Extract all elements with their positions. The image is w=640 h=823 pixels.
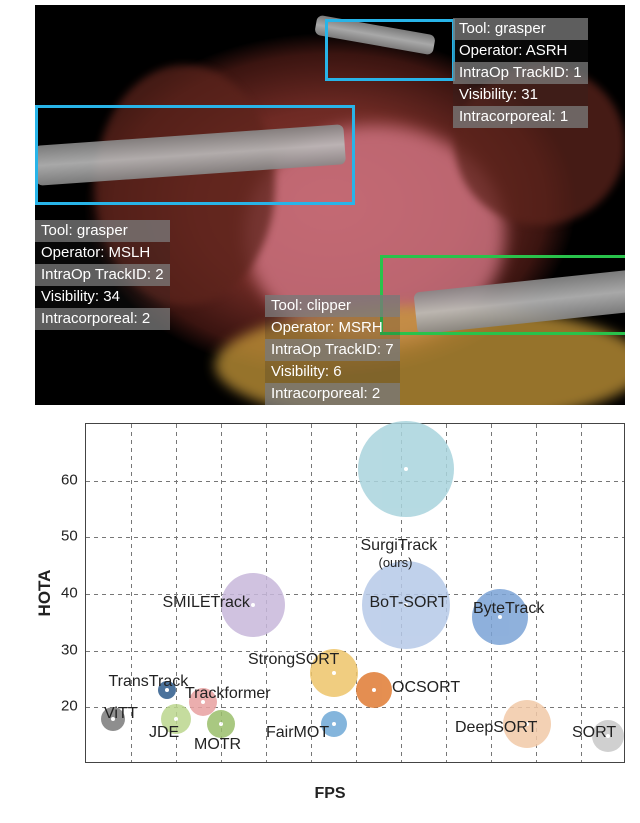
bubble-label: MOTR <box>194 736 241 754</box>
bubble-label: Trackformer <box>185 685 271 703</box>
plot-area: SurgiTrack(ours) BoT-SORT ByteTrack SMILETr… <box>85 423 625 763</box>
annotation-row: Intracorporeal: 1 <box>453 106 588 128</box>
annotation-row: Tool: grasper <box>35 220 170 242</box>
gridline <box>311 424 312 762</box>
bubble-label: DeepSORT <box>455 719 537 737</box>
annotation-row: IntraOp TrackID: 2 <box>35 264 170 286</box>
annotation-row: IntraOp TrackID: 1 <box>453 62 588 84</box>
gridline <box>86 481 624 482</box>
annotation-row: Visibility: 31 <box>453 84 588 106</box>
bubble-motr <box>207 710 235 738</box>
y-tick-label: 30 <box>61 641 78 658</box>
annotation-row: Tool: grasper <box>453 18 588 40</box>
bubble-sublabel: (ours) <box>379 555 413 570</box>
annotation-block: Tool: clipperOperator: MSRHIntraOp Track… <box>265 295 400 405</box>
bubble-label: ViTT <box>104 705 137 723</box>
y-tick-label: 60 <box>61 471 78 488</box>
bubble-label: SurgiTrack <box>361 537 438 555</box>
bubble-label: JDE <box>149 724 179 742</box>
bounding-box <box>325 19 455 81</box>
bubble-label: SORT <box>572 724 616 742</box>
annotation-row: Operator: MSRH <box>265 317 400 339</box>
annotation-row: Visibility: 6 <box>265 361 400 383</box>
annotation-row: Intracorporeal: 2 <box>35 308 170 330</box>
annotation-row: IntraOp TrackID: 7 <box>265 339 400 361</box>
surgical-image: Tool: grasperOperator: ASRHIntraOp Track… <box>35 5 625 405</box>
bounding-box <box>380 255 625 335</box>
y-tick-label: 20 <box>61 698 78 715</box>
bubble-label: TransTrack <box>109 673 189 691</box>
bubble-ocsort <box>356 672 392 708</box>
x-axis-label: FPS <box>314 785 345 803</box>
annotation-row: Operator: ASRH <box>453 40 588 62</box>
y-axis-label: HOTA <box>35 570 55 617</box>
gridline <box>86 537 624 538</box>
annotation-block: Tool: grasperOperator: ASRHIntraOp Track… <box>453 18 588 128</box>
annotation-row: Visibility: 34 <box>35 286 170 308</box>
bubble-label: SMILETrack <box>163 594 250 612</box>
bubble-label: OCSORT <box>392 679 460 697</box>
bubble-label: BoT-SORT <box>370 594 448 612</box>
bubble-label: StrongSORT <box>248 651 339 669</box>
bubble-label: ByteTrack <box>473 600 544 618</box>
y-tick-label: 40 <box>61 585 78 602</box>
y-tick-label: 50 <box>61 528 78 545</box>
gridline <box>86 651 624 652</box>
gridline <box>581 424 582 762</box>
bounding-box <box>35 105 355 205</box>
annotation-row: Tool: clipper <box>265 295 400 317</box>
bubble-label: FairMOT <box>266 724 329 742</box>
annotation-row: Intracorporeal: 2 <box>265 383 400 405</box>
annotation-row: Operator: MSLH <box>35 242 170 264</box>
annotation-block: Tool: grasperOperator: MSLHIntraOp Track… <box>35 220 170 330</box>
bubble-surgitrack <box>358 421 454 517</box>
hota-fps-chart: HOTA FPS SurgiTrack(ours) BoT-SORT ByteTra… <box>35 423 625 803</box>
